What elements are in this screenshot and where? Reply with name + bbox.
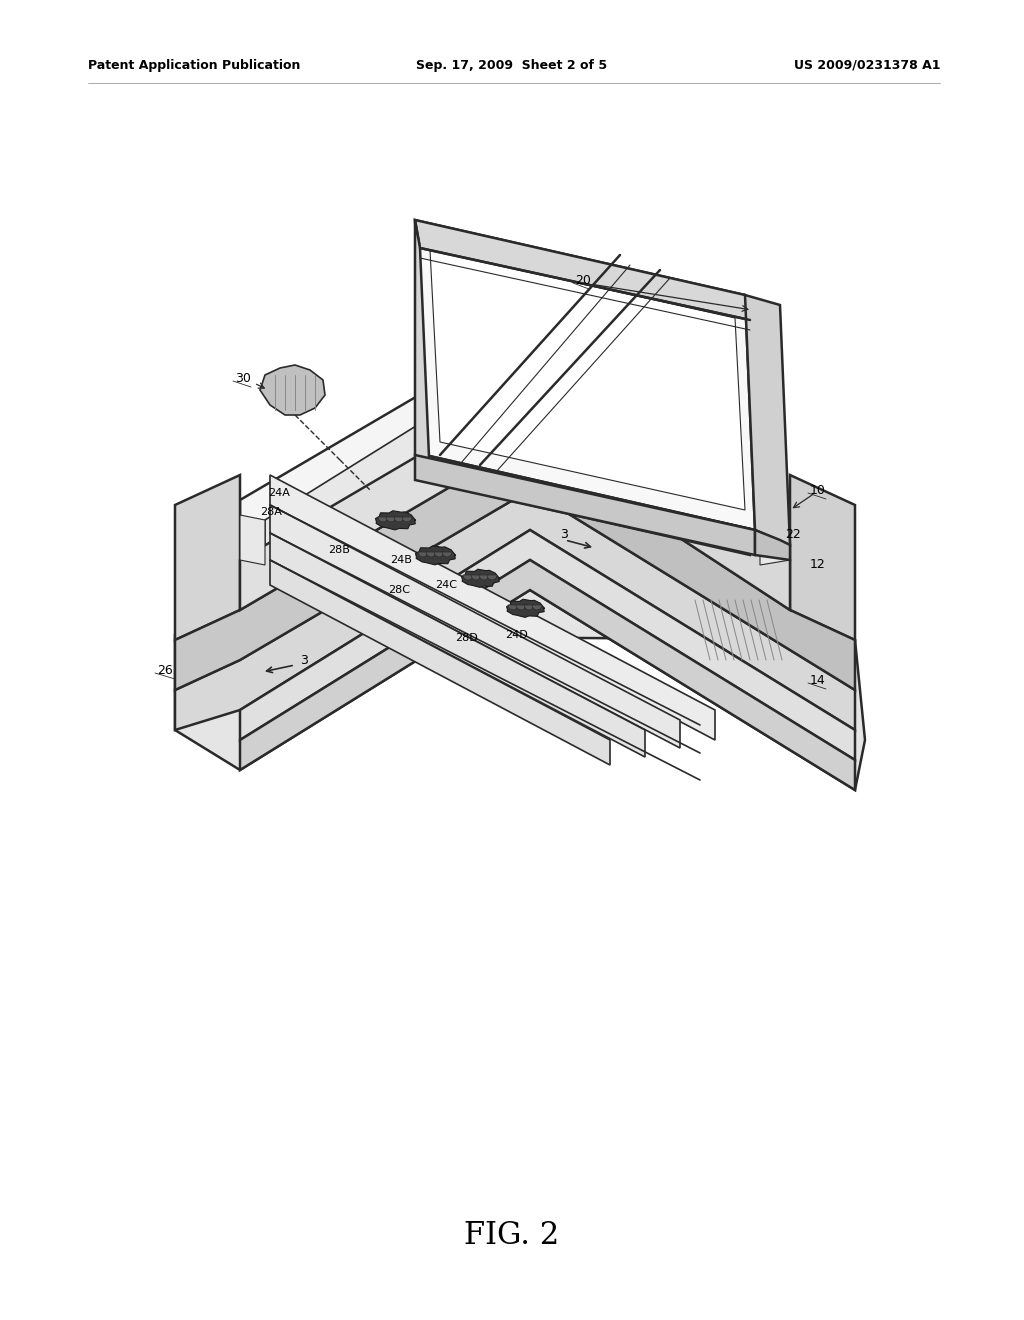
Polygon shape bbox=[418, 552, 428, 557]
Polygon shape bbox=[415, 455, 755, 554]
Text: 10: 10 bbox=[810, 483, 826, 496]
Polygon shape bbox=[394, 517, 404, 521]
Polygon shape bbox=[378, 517, 388, 521]
Polygon shape bbox=[507, 599, 545, 618]
Polygon shape bbox=[415, 220, 750, 319]
Text: FIG. 2: FIG. 2 bbox=[464, 1220, 560, 1250]
Polygon shape bbox=[270, 533, 645, 756]
Text: 30: 30 bbox=[234, 371, 251, 384]
Text: 24C: 24C bbox=[435, 579, 457, 590]
Polygon shape bbox=[430, 249, 745, 510]
Polygon shape bbox=[175, 490, 855, 730]
Text: 28D: 28D bbox=[455, 634, 478, 643]
Text: 28C: 28C bbox=[388, 585, 410, 595]
Text: 28B: 28B bbox=[328, 545, 350, 554]
Polygon shape bbox=[240, 389, 530, 610]
Text: 3: 3 bbox=[300, 653, 308, 667]
Polygon shape bbox=[530, 440, 855, 690]
Text: 12: 12 bbox=[810, 558, 825, 572]
Polygon shape bbox=[530, 389, 790, 610]
Polygon shape bbox=[524, 605, 534, 610]
Polygon shape bbox=[260, 366, 325, 414]
Polygon shape bbox=[471, 576, 481, 579]
Polygon shape bbox=[426, 552, 436, 557]
Polygon shape bbox=[415, 220, 755, 531]
Polygon shape bbox=[487, 576, 497, 579]
Polygon shape bbox=[402, 517, 412, 521]
Polygon shape bbox=[175, 590, 865, 789]
Polygon shape bbox=[175, 475, 240, 640]
Polygon shape bbox=[532, 605, 542, 610]
Polygon shape bbox=[479, 576, 489, 579]
Polygon shape bbox=[240, 330, 790, 560]
Polygon shape bbox=[240, 531, 855, 760]
Text: 24D: 24D bbox=[505, 630, 527, 640]
Text: 28A: 28A bbox=[260, 507, 282, 517]
Polygon shape bbox=[376, 511, 416, 529]
Polygon shape bbox=[745, 294, 790, 545]
Text: 24A: 24A bbox=[268, 488, 290, 498]
Text: 20: 20 bbox=[575, 273, 591, 286]
Text: Patent Application Publication: Patent Application Publication bbox=[88, 58, 300, 71]
Polygon shape bbox=[790, 475, 855, 640]
Polygon shape bbox=[270, 506, 680, 748]
Polygon shape bbox=[175, 440, 530, 690]
Polygon shape bbox=[386, 517, 396, 521]
Text: Sep. 17, 2009  Sheet 2 of 5: Sep. 17, 2009 Sheet 2 of 5 bbox=[417, 58, 607, 71]
Polygon shape bbox=[463, 576, 473, 579]
Polygon shape bbox=[462, 569, 500, 587]
Polygon shape bbox=[270, 475, 715, 741]
Polygon shape bbox=[265, 355, 760, 565]
Polygon shape bbox=[516, 605, 526, 610]
Text: 26: 26 bbox=[157, 664, 173, 676]
Text: 22: 22 bbox=[785, 528, 801, 541]
Polygon shape bbox=[755, 531, 790, 560]
Polygon shape bbox=[415, 220, 430, 480]
Polygon shape bbox=[270, 560, 610, 766]
Polygon shape bbox=[508, 605, 518, 610]
Polygon shape bbox=[760, 515, 790, 565]
Text: 14: 14 bbox=[810, 673, 825, 686]
Polygon shape bbox=[416, 545, 456, 565]
Polygon shape bbox=[434, 552, 444, 557]
Polygon shape bbox=[240, 560, 855, 789]
Polygon shape bbox=[442, 552, 452, 557]
Text: US 2009/0231378 A1: US 2009/0231378 A1 bbox=[794, 58, 940, 71]
Polygon shape bbox=[420, 455, 755, 554]
Polygon shape bbox=[240, 515, 265, 565]
Text: 3: 3 bbox=[560, 528, 568, 541]
Text: 24B: 24B bbox=[390, 554, 412, 565]
